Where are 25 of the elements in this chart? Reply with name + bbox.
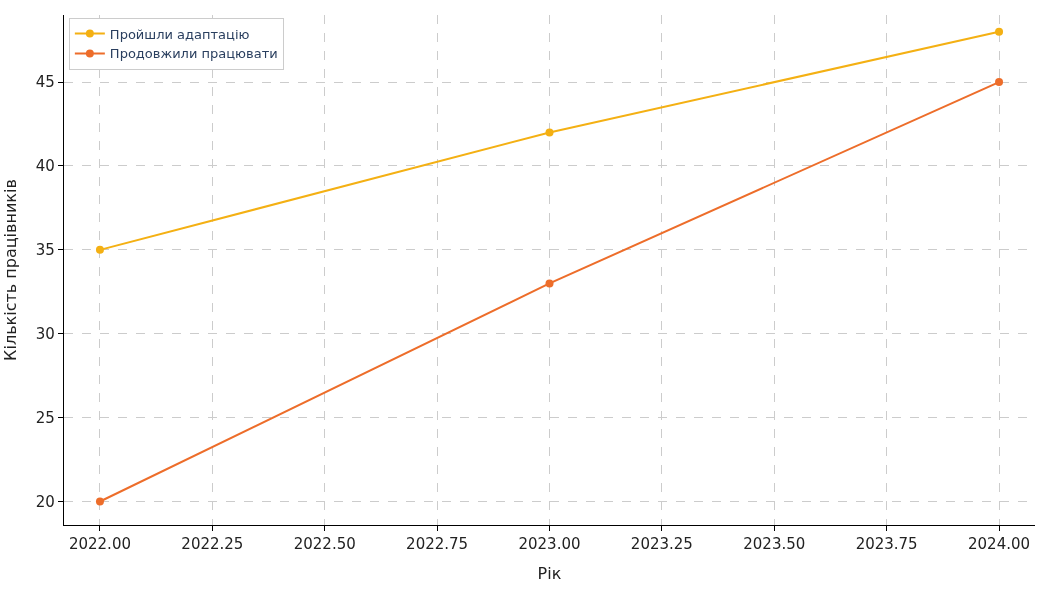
y-axis-title: Кількість працівників	[0, 179, 20, 361]
point	[995, 78, 1004, 87]
x-tick-label: 2023.00	[518, 535, 581, 554]
x-tick-label: 2022.25	[181, 535, 244, 554]
y-tick-label: 20	[35, 492, 55, 511]
legend-label: Пройшли адаптацію	[109, 26, 250, 42]
x-tick-label: 2023.50	[743, 535, 806, 554]
x-tick-label: 2024.00	[968, 535, 1031, 554]
point	[95, 245, 104, 254]
point	[545, 279, 554, 288]
y-tick-label: 40	[35, 157, 55, 176]
y-tick-label: 35	[35, 241, 55, 260]
y-tick-label: 30	[35, 325, 55, 343]
x-tick-label: 2022.50	[293, 535, 356, 554]
y-tick-label: 45	[35, 73, 55, 92]
x-axis-title: Рік	[537, 563, 562, 583]
x-tick-label: 2022.75	[406, 535, 469, 554]
x-tick-label: 2022.00	[68, 535, 131, 554]
point	[95, 497, 104, 506]
x-tick-label: 2023.25	[630, 535, 693, 554]
point	[545, 128, 554, 137]
x-tick-label: 2023.75	[855, 535, 918, 554]
point	[995, 27, 1004, 36]
legend-label: Продовжили працювати	[109, 46, 278, 62]
y-tick-label: 25	[35, 408, 55, 427]
